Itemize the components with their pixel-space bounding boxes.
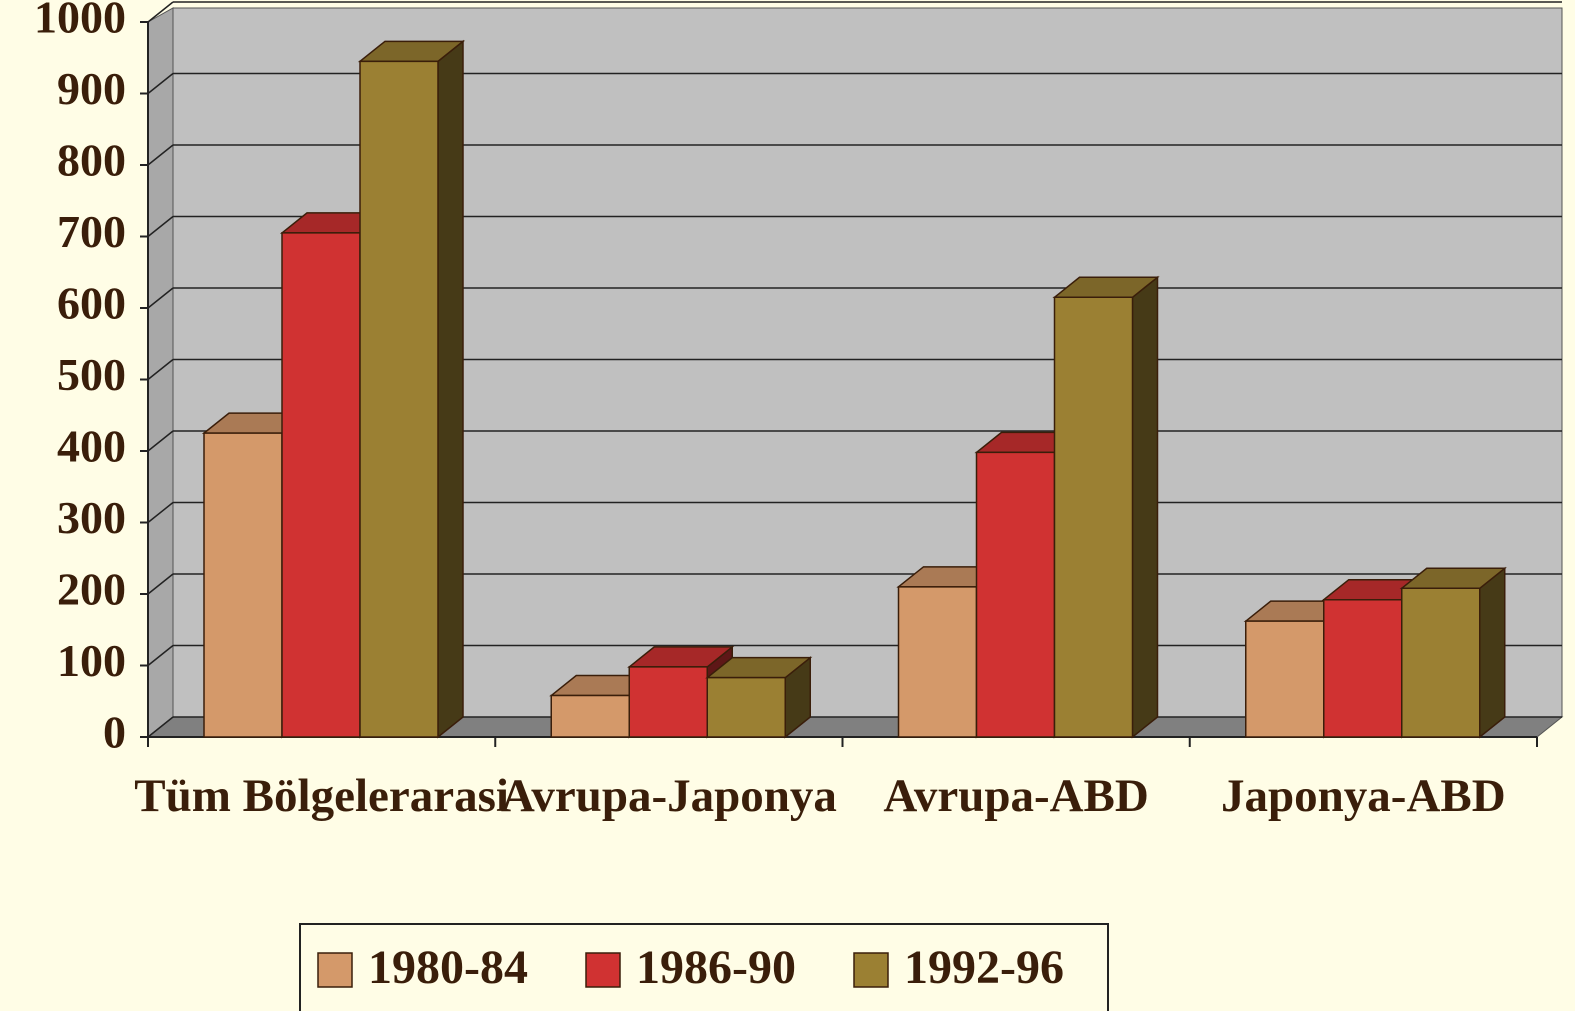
legend-label: 1980-84 — [368, 941, 528, 994]
grid-line — [147, 716, 174, 738]
x-tick-label: Avrupa-Japonya — [500, 770, 837, 822]
bar-face — [281, 232, 361, 738]
x-tick-label: Tüm Bölgelerarasi — [134, 770, 509, 822]
bar — [1399, 566, 1507, 739]
side-wall — [147, 7, 174, 739]
bar — [357, 39, 466, 739]
x-tick-label: Japonya-ABD — [1221, 770, 1506, 822]
bar-face — [628, 666, 708, 738]
bar-face — [550, 694, 630, 738]
bar-face — [1245, 620, 1325, 738]
bar-face — [1401, 587, 1481, 738]
bar-face — [359, 60, 439, 738]
y-tick-label: 900 — [57, 63, 126, 114]
y-tick-label: 600 — [57, 278, 126, 329]
y-tick-label: 800 — [57, 135, 126, 186]
grid-line — [147, 215, 174, 238]
bar-face — [1479, 566, 1506, 739]
y-tick-label: 700 — [57, 206, 126, 257]
legend-swatch — [585, 952, 621, 988]
y-tick-label: 0 — [103, 707, 126, 758]
bar-face — [1053, 296, 1134, 738]
grid-line — [147, 1, 174, 23]
grid-line — [147, 287, 174, 309]
legend-label: 1986-90 — [636, 941, 796, 994]
bar-face — [1323, 598, 1403, 738]
bar-face — [437, 39, 464, 739]
legend-label: 1992-96 — [904, 941, 1064, 994]
bar — [705, 656, 813, 739]
grid-line — [147, 430, 174, 452]
y-tick-label: 500 — [57, 349, 126, 400]
legend-swatch — [853, 952, 889, 988]
bar-face — [706, 676, 786, 738]
bar — [1052, 275, 1160, 739]
y-tick-label: 300 — [57, 492, 126, 543]
y-tick-label: 200 — [57, 564, 126, 615]
x-tick-label: Avrupa-ABD — [883, 770, 1149, 822]
grid-line — [147, 72, 174, 95]
legend-box — [299, 923, 1109, 1011]
bar-face — [975, 451, 1056, 738]
grid-line — [147, 144, 174, 166]
grid-line — [147, 644, 174, 667]
bar-face — [203, 432, 283, 738]
y-tick-label: 1000 — [34, 0, 126, 43]
grid-line — [147, 358, 174, 381]
grid-line — [147, 573, 174, 595]
y-tick-label: 100 — [57, 635, 126, 686]
bar-face — [1131, 275, 1159, 739]
legend-swatch — [317, 952, 353, 988]
bar-face — [897, 586, 978, 738]
y-tick-label: 400 — [57, 421, 126, 472]
grid-line — [147, 501, 174, 524]
